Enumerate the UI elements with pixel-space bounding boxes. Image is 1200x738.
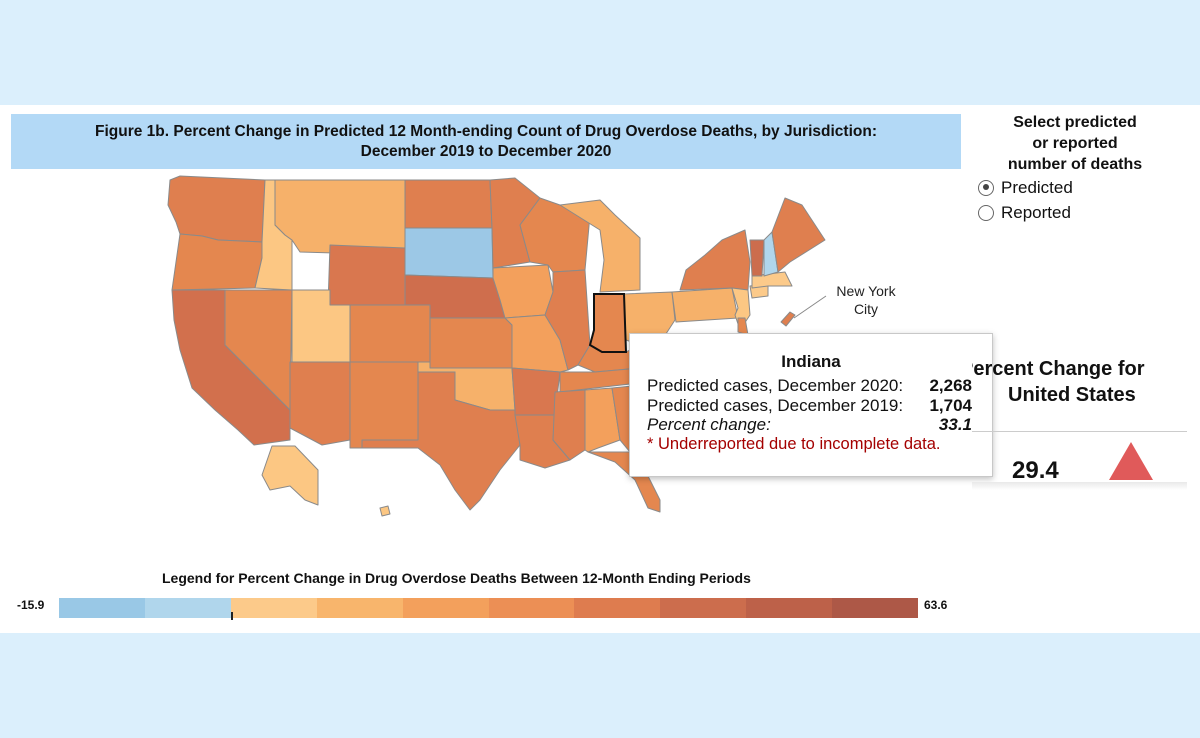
legend-max-label: 63.6: [924, 598, 948, 612]
up-triangle-icon: [1109, 442, 1153, 480]
state-maine[interactable]: [771, 197, 826, 273]
state-pennsylvania[interactable]: [671, 287, 739, 323]
state-new-mexico[interactable]: [349, 361, 419, 449]
nyc-annotation: New York City: [826, 282, 906, 318]
state-alaska[interactable]: [261, 445, 319, 506]
legend-min-label: -15.9: [17, 598, 45, 612]
us-summary-value: 29.4: [1012, 457, 1059, 484]
tooltip-state-name: Indiana: [781, 352, 841, 371]
state-vermont[interactable]: [749, 239, 765, 277]
radio-predicted-label: Predicted: [1001, 177, 1073, 197]
legend-swatch-5: [488, 598, 575, 618]
legend-zero-tick: [231, 612, 233, 620]
tooltip-row-2019-label: Predicted cases, December 2019:: [647, 396, 904, 415]
us-summary-divider: [972, 431, 1187, 432]
state-hawaii[interactable]: [379, 505, 391, 517]
state-colorado[interactable]: [349, 304, 431, 363]
tooltip-row-2020-label: Predicted cases, December 2020:: [647, 376, 904, 395]
state-oregon[interactable]: [171, 233, 263, 291]
indiana-highlight-outline: [588, 293, 628, 353]
state-illinois[interactable]: [544, 269, 591, 371]
legend-swatch-9: [832, 598, 919, 618]
radio-reported-label: Reported: [1001, 202, 1071, 222]
legend-swatch-8: [746, 598, 833, 618]
data-type-selector: Select predicted or reported number of d…: [975, 112, 1185, 225]
nyc-leader-line: [793, 295, 827, 319]
state-arizona[interactable]: [289, 361, 351, 446]
tooltip-row-2019-value: 1,704: [929, 396, 972, 415]
nyc-annotation-line1: New York: [836, 283, 896, 299]
nyc-annotation-line2: City: [853, 301, 879, 317]
figure-title-line2: December 2019 to December 2020: [360, 142, 612, 160]
us-summary-shadow: [972, 482, 1187, 490]
selector-title-line3: number of deaths: [1007, 156, 1143, 173]
state-north-dakota[interactable]: [404, 179, 493, 229]
state-washington[interactable]: [167, 175, 266, 243]
radio-predicted[interactable]: Predicted: [978, 175, 1185, 200]
map-svg: [167, 175, 827, 517]
radio-predicted-icon[interactable]: [978, 179, 994, 196]
tooltip-row-2020-value: 2,268: [929, 376, 972, 395]
legend-swatch-6: [574, 598, 661, 618]
radio-reported-icon[interactable]: [978, 204, 994, 221]
tooltip-row-2019: Predicted cases, December 2019: 1,704: [647, 396, 972, 416]
nyc-marker[interactable]: [780, 311, 796, 327]
selector-title-line2: or reported: [1032, 135, 1118, 152]
state-tooltip: Indiana Predicted cases, December 2020: …: [629, 333, 993, 477]
state-south-dakota[interactable]: [404, 227, 494, 279]
radio-reported[interactable]: Reported: [978, 200, 1185, 225]
figure-title-line1: Figure 1b. Percent Change in Predicted 1…: [95, 122, 877, 140]
tooltip-row-change-label: Percent change:: [647, 415, 771, 434]
state-michigan[interactable]: [559, 199, 641, 293]
state-new-york[interactable]: [679, 229, 751, 291]
tooltip-note: * Underreported due to incomplete data.: [647, 435, 941, 453]
legend-color-bar: [59, 598, 919, 618]
tooltip-row-change: Percent change: 33.1: [647, 415, 972, 435]
state-montana[interactable]: [274, 179, 406, 256]
legend-title: Legend for Percent Change in Drug Overdo…: [162, 570, 751, 586]
legend-swatch-0: [59, 598, 145, 618]
legend-swatch-7: [660, 598, 747, 618]
selector-title: Select predicted or reported number of d…: [980, 112, 1170, 175]
state-indiana[interactable]: [589, 293, 627, 353]
figure-title: Figure 1b. Percent Change in Predicted 1…: [11, 114, 961, 169]
legend-swatch-3: [316, 598, 403, 618]
legend-swatch-2: [230, 598, 317, 618]
us-summary-title-line1: Percent Change for: [972, 358, 1145, 380]
legend-swatch-4: [402, 598, 489, 618]
state-mississippi[interactable]: [552, 389, 586, 461]
state-texas[interactable]: [361, 371, 521, 511]
tooltip-row-change-value: 33.1: [938, 415, 972, 434]
state-wyoming[interactable]: [327, 244, 406, 306]
us-summary-title-line2: United States: [1008, 384, 1136, 406]
state-arkansas[interactable]: [511, 367, 561, 416]
us-choropleth-map: [150, 170, 980, 530]
selector-title-line1: Select predicted: [1013, 114, 1137, 131]
state-kansas[interactable]: [429, 317, 513, 369]
legend-swatch-1: [144, 598, 231, 618]
tooltip-row-2020: Predicted cases, December 2020: 2,268: [647, 376, 972, 396]
us-summary-card: Percent Change for United States 29.4: [972, 350, 1187, 490]
